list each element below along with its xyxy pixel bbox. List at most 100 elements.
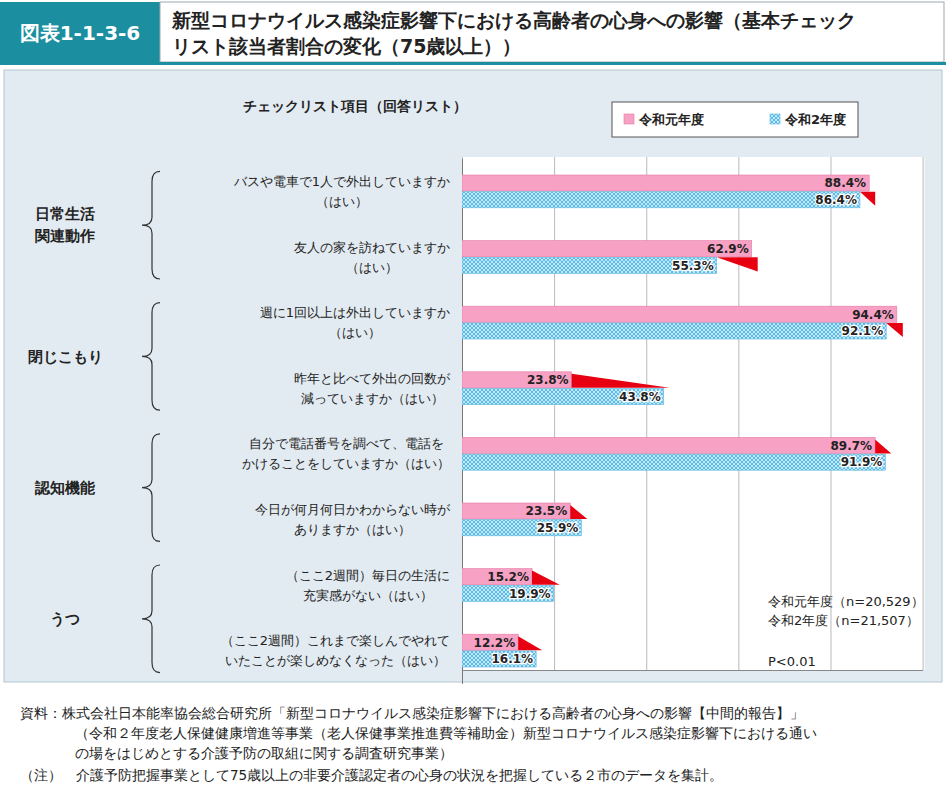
category-label-line: （ここ2週間）毎日の生活に (286, 568, 450, 583)
header-rule (0, 62, 946, 65)
bar (462, 634, 518, 650)
y-axis-line (462, 159, 463, 684)
category-label-line: （はい） (346, 260, 398, 275)
category-label-line: 自分で電話番号を調べて、電話を (249, 436, 444, 451)
chart-svg: 図表1-1-3-6 新型コロナウイルス感染症影響下における高齢者の心身への影響（基… (0, 0, 946, 809)
category-label-line: バスや電車で1人で外出していますか (233, 174, 450, 189)
bar (462, 520, 581, 536)
group-label-line: うつ (50, 610, 80, 628)
category-label-line: （はい） (316, 194, 368, 209)
title-line: 新型コロナウイルス感染症影響下における高齢者の心身への影響（基本チェック (171, 9, 856, 31)
data-label: 55.3% (672, 259, 714, 273)
title-line: リスト該当者割合の変化（75歳以上）） (172, 35, 521, 57)
x-tick (738, 157, 739, 670)
bar (462, 241, 752, 257)
bar (462, 257, 717, 273)
group-label-line: 閉じこもり (28, 348, 103, 366)
change-arrow (570, 505, 587, 519)
category-label: 今日が何月何日かわからない時がありますか（はい） (255, 502, 451, 537)
category-label-line: （はい） (329, 325, 381, 340)
legend-label: 令和2年度 (784, 112, 846, 127)
bar (462, 323, 886, 339)
data-label: 88.4% (825, 176, 867, 190)
data-label: 91.9% (841, 455, 883, 469)
bar (462, 175, 869, 191)
legend-label: 令和元年度 (638, 112, 704, 127)
bar (462, 651, 536, 667)
category-label: 友人の家を訪ねていますか （はい） (294, 240, 450, 275)
bar (462, 389, 664, 405)
data-label: 15.2% (487, 570, 529, 584)
grid-line (738, 157, 739, 670)
group-brace (142, 171, 160, 279)
change-arrows (518, 192, 903, 651)
source-line: の場をはじめとする介護予防の取組に関する調査研究事業） (75, 745, 453, 761)
change-arrow (532, 571, 560, 585)
category-label-line: 充実感がない（はい） (303, 588, 433, 603)
legend-swatch (624, 114, 634, 124)
group-brace (142, 565, 160, 673)
category-label-line: ありますか（はい） (294, 522, 411, 537)
category-label-line: いたことが楽しめなくなった（はい） (225, 653, 446, 668)
annotation: P<0.01 (768, 654, 816, 669)
change-arrow (717, 257, 758, 271)
category-label-line: 減っていますか（はい） (301, 391, 444, 406)
group-brace (142, 434, 160, 542)
category-label-line: 今日が何月何日かわからない時が (255, 502, 451, 517)
data-label: 86.4% (815, 193, 857, 207)
data-label: 23.8% (527, 373, 569, 387)
header-title-box (160, 2, 944, 62)
data-label: 25.9% (537, 521, 579, 535)
category-label: 昨年と比べて外出の回数が減っていますか（はい） (294, 371, 451, 406)
figure-number: 図表1-1-3-6 (20, 21, 141, 45)
change-arrow (518, 636, 542, 650)
grid-line (646, 157, 647, 670)
legend-swatch (770, 114, 780, 124)
header-box (0, 2, 160, 62)
category-label-line: 友人の家を訪ねていますか (294, 240, 450, 255)
data-label: 94.4% (852, 308, 894, 322)
annotation: 令和2年度（n=21,507） (768, 613, 919, 628)
bar (462, 503, 570, 519)
group-brace (142, 303, 160, 411)
plot-area (462, 157, 925, 670)
bar (462, 585, 554, 601)
source-line: 資料：株式会社日本能率協会総合研究所「新型コロナウイルス感染症影響下における高齢… (20, 705, 804, 721)
group-label-line: 認知機能 (34, 479, 96, 497)
group-label: 閉じこもり (28, 348, 103, 366)
change-arrow (572, 374, 670, 388)
bar (462, 306, 897, 322)
data-label: 89.7% (831, 439, 873, 453)
category-label: （ここ2週間）これまで楽しんでやれていたことが楽しめなくなった（はい） (221, 633, 450, 668)
group-label: 認知機能 (34, 479, 96, 497)
group-label-line: 関連動作 (35, 227, 95, 245)
legend-box (612, 102, 858, 137)
group-label-line: 日常生活 (35, 205, 95, 223)
group-label: うつ (50, 610, 80, 628)
change-arrow (875, 439, 891, 453)
category-labels: バスや電車で1人で外出していますか（はい）友人の家を訪ねていますか（はい）週に1… (221, 174, 451, 668)
change-arrow (860, 192, 875, 206)
x-axis-line (463, 670, 924, 671)
category-label-line: （ここ2週間）これまで楽しんでやれて (221, 633, 450, 648)
x-tick (554, 157, 555, 670)
x-axis (463, 157, 924, 671)
bar (462, 454, 885, 470)
data-label: 23.5% (526, 504, 568, 518)
y-axis (462, 159, 463, 684)
y-label: チェックリスト項目（回答リスト） (243, 98, 467, 114)
note: （注） 介護予防把握事業として75歳以上の非要介護認定者の心身の状況を把握してい… (20, 767, 723, 783)
panel (4, 70, 942, 682)
data-label: 62.9% (707, 242, 749, 256)
data-label: 19.9% (509, 587, 551, 601)
legend: 令和元年度 令和2年度 (612, 102, 858, 137)
data-label: 12.2% (474, 636, 516, 650)
data-label: 16.1% (492, 652, 534, 666)
annotation: 令和元年度（n=20,529） (768, 594, 924, 609)
bar (462, 372, 572, 388)
title: 新型コロナウイルス感染症影響下における高齢者の心身への影響（基本チェックリスト該… (171, 9, 856, 57)
grid-line (554, 157, 555, 670)
data-label: 43.8% (619, 390, 661, 404)
data-label: 92.1% (842, 324, 884, 338)
change-arrow (886, 323, 903, 337)
